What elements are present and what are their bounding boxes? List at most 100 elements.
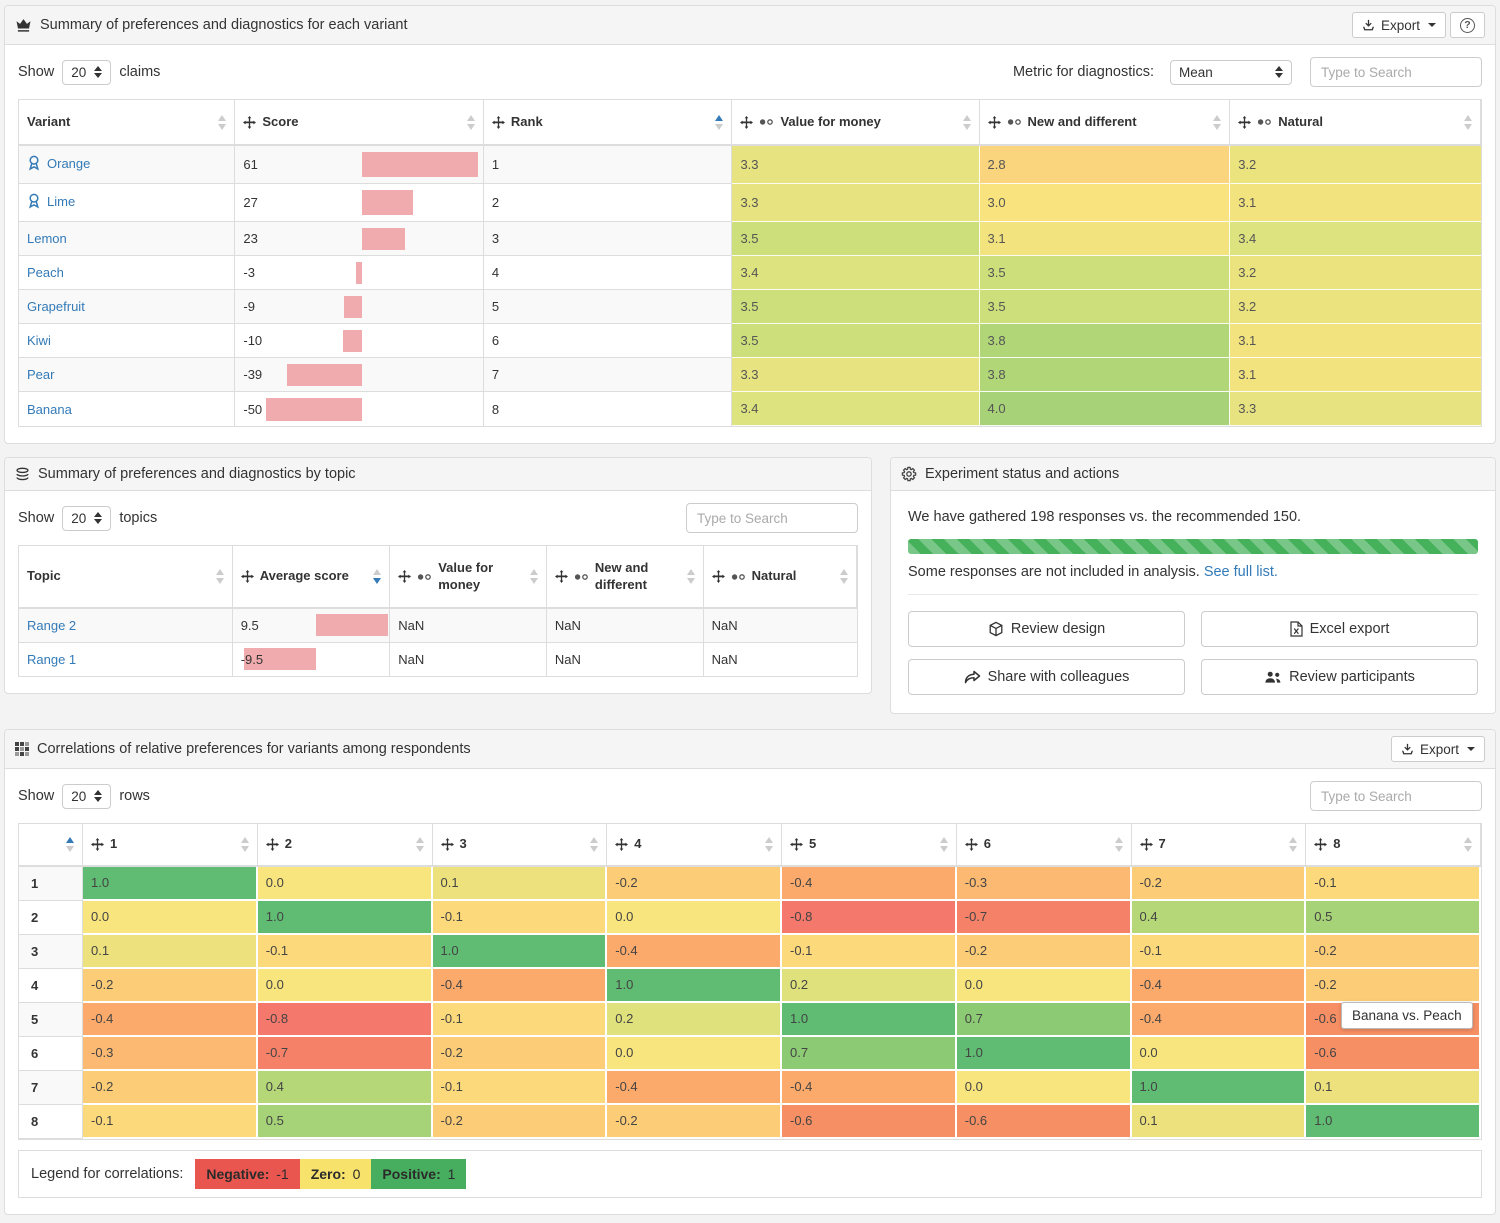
topic-link[interactable]: Range 2 — [27, 617, 77, 633]
sort-control[interactable] — [218, 114, 227, 130]
correlation-cell[interactable]: -0.1 — [1131, 934, 1307, 969]
correlation-cell[interactable]: -0.1 — [432, 900, 608, 935]
correlation-cell[interactable]: 0.2 — [782, 968, 957, 1003]
variant-link[interactable]: Lemon — [27, 231, 67, 246]
correlation-cell[interactable]: 0.7 — [782, 1036, 957, 1071]
topics-column-header[interactable]: Value for money — [390, 546, 547, 609]
new-and-different-cell[interactable]: 2.8 — [979, 146, 1231, 185]
correlation-cell[interactable]: -0.1 — [257, 934, 433, 969]
natural-cell[interactable]: 3.2 — [1230, 290, 1481, 325]
new-and-different-cell[interactable]: 4.0 — [979, 392, 1231, 427]
show-count-select[interactable]: 20 — [62, 59, 112, 85]
topics-column-header[interactable]: New and different — [546, 546, 704, 609]
help-button[interactable]: ? — [1450, 12, 1485, 38]
correlation-cell[interactable]: 0.7 — [956, 1002, 1132, 1037]
sort-control[interactable] — [686, 569, 695, 584]
topic-link[interactable]: Range 1 — [27, 651, 77, 667]
value-for-money-cell[interactable]: 3.4 — [732, 256, 980, 291]
value-for-money-cell[interactable]: 3.5 — [732, 324, 980, 359]
natural-cell[interactable]: 3.4 — [1230, 222, 1481, 257]
new-and-different-cell[interactable]: 3.5 — [979, 290, 1231, 325]
correlation-cell[interactable]: 0.0 — [956, 968, 1132, 1003]
sort-control[interactable] — [590, 836, 599, 852]
variant-link[interactable]: Kiwi — [27, 333, 51, 348]
correlation-cell[interactable]: -0.3 — [83, 1036, 258, 1071]
sort-control[interactable] — [1289, 836, 1298, 852]
corr-3-column-header[interactable]: 3 — [432, 824, 608, 867]
value-for-money-cell[interactable]: 3.3 — [732, 358, 980, 393]
correlations-export-button[interactable]: Export — [1390, 736, 1485, 763]
see-full-list-link[interactable]: See full list. — [1203, 564, 1278, 581]
natural-cell[interactable]: 3.2 — [1230, 256, 1481, 291]
new-and-different-cell[interactable]: 3.5 — [979, 256, 1231, 291]
correlation-cell[interactable]: 0.1 — [83, 934, 258, 969]
correlation-cell[interactable]: -0.2 — [956, 934, 1132, 969]
natural-cell[interactable]: 3.1 — [1230, 184, 1481, 223]
corr-search-input[interactable] — [1310, 781, 1482, 812]
correlation-cell[interactable]: 1.0 — [1131, 1070, 1307, 1105]
correlation-cell[interactable]: -0.4 — [607, 1070, 782, 1105]
topics-column-header[interactable]: Average score — [232, 546, 391, 609]
correlation-cell[interactable]: -0.4 — [1131, 968, 1307, 1003]
sort-control[interactable] — [1213, 114, 1222, 130]
excel-export-button[interactable]: Excel export — [1201, 611, 1478, 648]
variants-column-header[interactable]: Variant — [19, 100, 236, 147]
variants-column-header[interactable]: Score — [235, 100, 484, 147]
sort-control[interactable] — [529, 569, 538, 584]
correlation-cell[interactable]: -0.4 — [782, 1070, 957, 1105]
correlation-cell[interactable]: 0.0 — [257, 968, 433, 1003]
variants-search-input[interactable] — [1310, 57, 1482, 87]
topics-column-header[interactable]: Topic — [19, 546, 233, 609]
variant-link[interactable]: Lime — [27, 193, 75, 209]
sort-control[interactable] — [415, 836, 424, 852]
correlation-cell[interactable]: -0.1 — [432, 1002, 608, 1037]
correlation-cell[interactable]: -0.4 — [432, 968, 608, 1003]
correlation-cell[interactable]: 0.5 — [257, 1104, 433, 1139]
new-and-different-cell[interactable]: 3.1 — [979, 222, 1231, 257]
natural-cell[interactable]: 3.1 — [1230, 358, 1481, 393]
variants-export-button[interactable]: Export — [1351, 12, 1446, 38]
correlation-cell[interactable]: -0.4 — [607, 934, 782, 969]
corr-show-count-select[interactable]: 20 — [62, 783, 112, 809]
correlation-cell[interactable]: 0.0 — [257, 866, 433, 901]
topics-column-header[interactable]: Natural — [703, 546, 857, 609]
variants-column-header[interactable]: Value for money — [732, 100, 980, 147]
correlation-cell[interactable]: 0.1 — [1131, 1104, 1307, 1139]
correlation-cell[interactable]: -0.4 — [1131, 1002, 1307, 1037]
correlation-cell[interactable]: -0.6 — [1306, 1036, 1481, 1071]
correlation-cell[interactable]: -0.2 — [432, 1036, 608, 1071]
sort-control[interactable] — [240, 836, 249, 852]
correlation-cell[interactable]: 0.0 — [1131, 1036, 1307, 1071]
correlation-cell[interactable]: 0.0 — [607, 1036, 782, 1071]
correlation-cell[interactable]: 0.0 — [83, 900, 258, 935]
corr-7-column-header[interactable]: 7 — [1131, 824, 1307, 867]
natural-cell[interactable]: 3.2 — [1230, 146, 1481, 185]
sort-control[interactable] — [215, 569, 224, 584]
corr-2-column-header[interactable]: 2 — [257, 824, 433, 867]
correlation-cell[interactable]: -0.2 — [1131, 866, 1307, 901]
correlation-cell[interactable]: -0.3 — [956, 866, 1132, 901]
variants-column-header[interactable]: New and different — [979, 100, 1231, 147]
variant-link[interactable]: Banana — [27, 402, 72, 417]
value-for-money-cell[interactable]: 3.5 — [732, 290, 980, 325]
sort-control[interactable] — [840, 569, 848, 584]
correlation-cell[interactable]: -0.8 — [782, 900, 957, 935]
correlation-cell[interactable]: -0.1 — [83, 1104, 258, 1139]
share-with-colleagues-button[interactable]: Share with colleagues — [908, 659, 1185, 696]
corr-6-column-header[interactable]: 6 — [956, 824, 1132, 867]
value-for-money-cell[interactable]: 3.3 — [732, 146, 980, 185]
corr-4-column-header[interactable]: 4 — [607, 824, 782, 867]
correlation-cell[interactable]: -0.7 — [956, 900, 1132, 935]
sort-control[interactable] — [1114, 836, 1123, 852]
correlation-cell[interactable]: 0.1 — [432, 866, 608, 901]
correlation-cell[interactable]: 1.0 — [83, 866, 258, 901]
row-label-column-header[interactable] — [19, 824, 83, 867]
variants-column-header[interactable]: Natural — [1230, 100, 1481, 147]
correlation-cell[interactable]: 0.0 — [607, 900, 782, 935]
variant-link[interactable]: Grapefruit — [27, 299, 85, 314]
correlation-cell[interactable]: -0.2 — [432, 1104, 608, 1139]
correlation-cell[interactable]: -0.2 — [83, 1070, 258, 1105]
value-for-money-cell[interactable]: 3.5 — [732, 222, 980, 257]
review-design-button[interactable]: Review design — [908, 611, 1185, 648]
correlation-cell[interactable]: -0.1 — [1306, 866, 1481, 901]
